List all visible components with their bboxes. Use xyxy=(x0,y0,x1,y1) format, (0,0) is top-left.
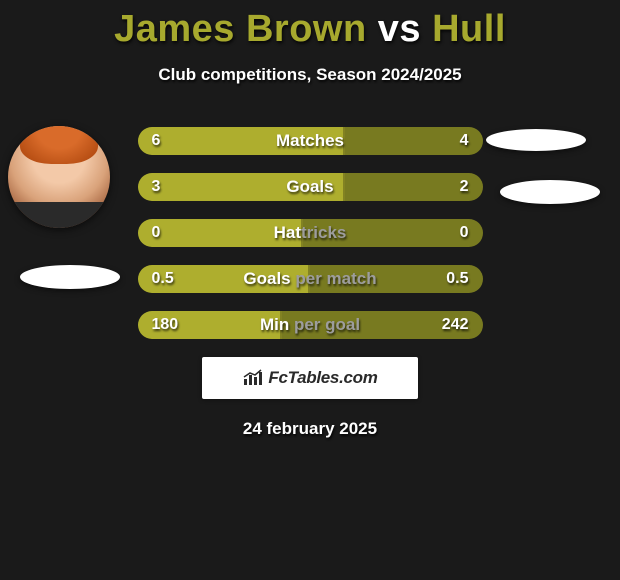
date-label: 24 february 2025 xyxy=(0,419,620,439)
stat-label: Hattricks xyxy=(138,219,483,247)
stat-row: 32Goals xyxy=(138,173,483,201)
stat-row: 64Matches xyxy=(138,127,483,155)
title-team: Hull xyxy=(432,8,506,50)
title-player: James Brown xyxy=(114,8,367,50)
player-flag-ellipse xyxy=(20,265,120,289)
stat-label: Goals per match xyxy=(138,265,483,293)
stat-label: Goals xyxy=(138,173,483,201)
page-title: James Brown vs Hull xyxy=(0,8,620,51)
team-flag-ellipse-1 xyxy=(486,129,586,151)
subtitle: Club competitions, Season 2024/2025 xyxy=(0,65,620,85)
stat-row: 00Hattricks xyxy=(138,219,483,247)
chart-icon xyxy=(242,369,264,387)
stat-label: Matches xyxy=(138,127,483,155)
team-flag-ellipse-2 xyxy=(500,180,600,204)
stat-label: Min per goal xyxy=(138,311,483,339)
stats-table: 64Matches 32Goals 00Hattricks 0.50.5Goals p… xyxy=(138,127,483,339)
player-avatar xyxy=(8,126,110,228)
stat-row: 0.50.5Goals per match xyxy=(138,265,483,293)
stat-row: 180242Min per goal xyxy=(138,311,483,339)
logo-box: FcTables.com xyxy=(202,357,418,399)
title-vs: vs xyxy=(378,8,421,50)
logo-text: FcTables.com xyxy=(268,368,377,388)
